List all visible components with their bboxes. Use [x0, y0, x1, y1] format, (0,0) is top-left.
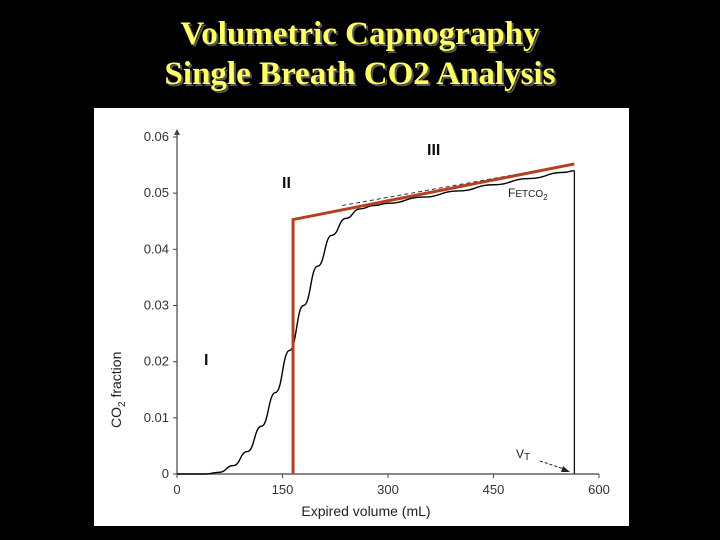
- phase-2-label: II: [282, 175, 291, 192]
- y-axis-title-main: CO: [108, 407, 124, 428]
- y-tick-label: 0: [162, 466, 169, 481]
- y-axis-title-tail: fraction: [108, 352, 124, 402]
- y-axis-arrow: [174, 129, 180, 135]
- title-line-2: Single Breath CO2 Analysis: [164, 56, 556, 92]
- fetco2-label: FETCO2: [508, 186, 548, 202]
- x-tick-label: 300: [377, 482, 399, 497]
- y-tick-label: 0.03: [144, 298, 169, 313]
- y-axis-title-sub: 2: [117, 401, 128, 407]
- x-tick-label: 450: [483, 482, 505, 497]
- phase-3-label: III: [427, 142, 440, 159]
- y-tick-label: 0.02: [144, 354, 169, 369]
- capnogram-chart: 0 150 300 450 600 0 0.01 0.02 0.03 0.04 0.05 0.06 I…: [108, 129, 610, 519]
- y-tick-label: 0.04: [144, 241, 169, 256]
- phase-1-label: I: [204, 352, 208, 369]
- figure-panel: 0 150 300 450 600 0 0.01 0.02 0.03 0.04 0.05 0.06 I…: [94, 108, 629, 526]
- title-line-1: Volumetric Capnography: [180, 16, 540, 52]
- y-axis-title: CO2 fraction: [108, 352, 128, 428]
- model-line: [291, 162, 575, 474]
- x-tick-label: 0: [173, 482, 180, 497]
- vt-pointer-arrow: [561, 466, 570, 472]
- y-tick-label: 0.01: [144, 410, 169, 425]
- y-tick-label: 0.06: [144, 129, 169, 144]
- y-tick-label: 0.05: [144, 185, 169, 200]
- x-tick-label: 150: [272, 482, 294, 497]
- co2-curve: [177, 170, 575, 475]
- tick-labels: 0 150 300 450 600 0 0.01 0.02 0.03 0.04 0.05 0.06: [144, 129, 610, 497]
- chart-marks: [177, 162, 576, 475]
- slide-title: Volumetric Capnography Single Breath CO2…: [0, 14, 720, 94]
- x-tick-label: 600: [588, 482, 610, 497]
- x-axis-title: Expired volume (mL): [301, 503, 430, 519]
- vt-label: VT: [516, 447, 530, 463]
- axes: [174, 129, 599, 475]
